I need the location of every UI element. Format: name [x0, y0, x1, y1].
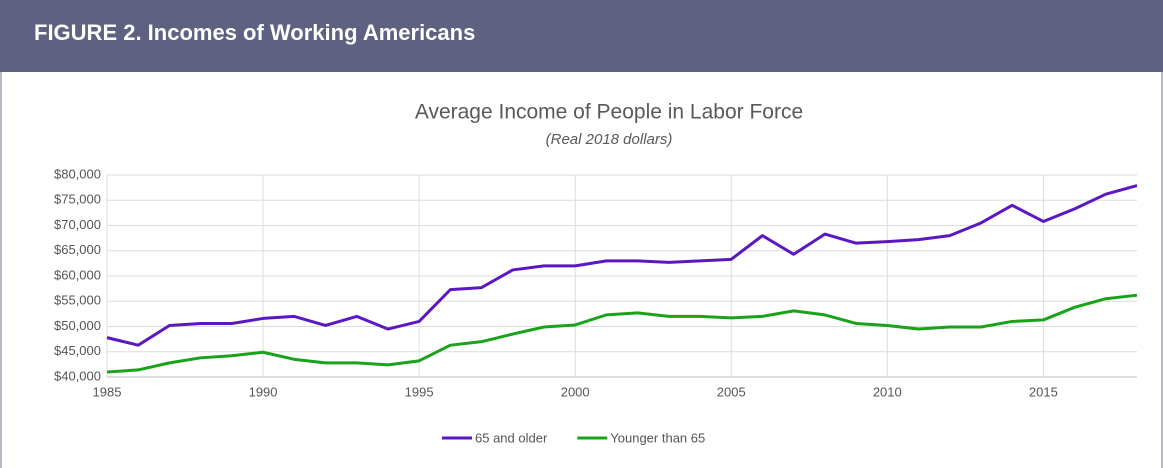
series-line [106, 293, 1138, 374]
x-tick-label: 2000 [561, 384, 590, 399]
header-title: FIGURE 2. Incomes of Working Americans [0, 0, 1163, 72]
chart-title: Average Income of People in Labor Force [415, 101, 803, 124]
x-tick-label: 2005 [717, 384, 746, 399]
chart-subtitle: (Real 2018 dollars) [546, 131, 673, 148]
y-tick-label: $50,000 [54, 318, 101, 333]
y-tick-label: $80,000 [54, 166, 101, 181]
y-tick-label: $70,000 [54, 217, 101, 232]
y-tick-label: $60,000 [54, 267, 101, 282]
x-tick-label: 1995 [405, 384, 434, 399]
y-tick-label: $40,000 [54, 368, 101, 383]
legend-label: 65 and older [475, 430, 548, 445]
y-tick-label: $75,000 [54, 192, 101, 207]
chart-frame [0, 72, 1163, 468]
legend-label: Younger than 65 [610, 430, 705, 445]
x-tick-label: 1990 [249, 384, 278, 399]
x-tick-label: 1985 [93, 384, 122, 399]
x-tick-label: 2010 [873, 384, 902, 399]
series-line [106, 184, 1138, 347]
x-tick-label: 2015 [1029, 384, 1058, 399]
y-tick-label: $45,000 [54, 343, 101, 358]
y-tick-label: $65,000 [54, 242, 101, 257]
y-tick-label: $55,000 [54, 293, 101, 308]
